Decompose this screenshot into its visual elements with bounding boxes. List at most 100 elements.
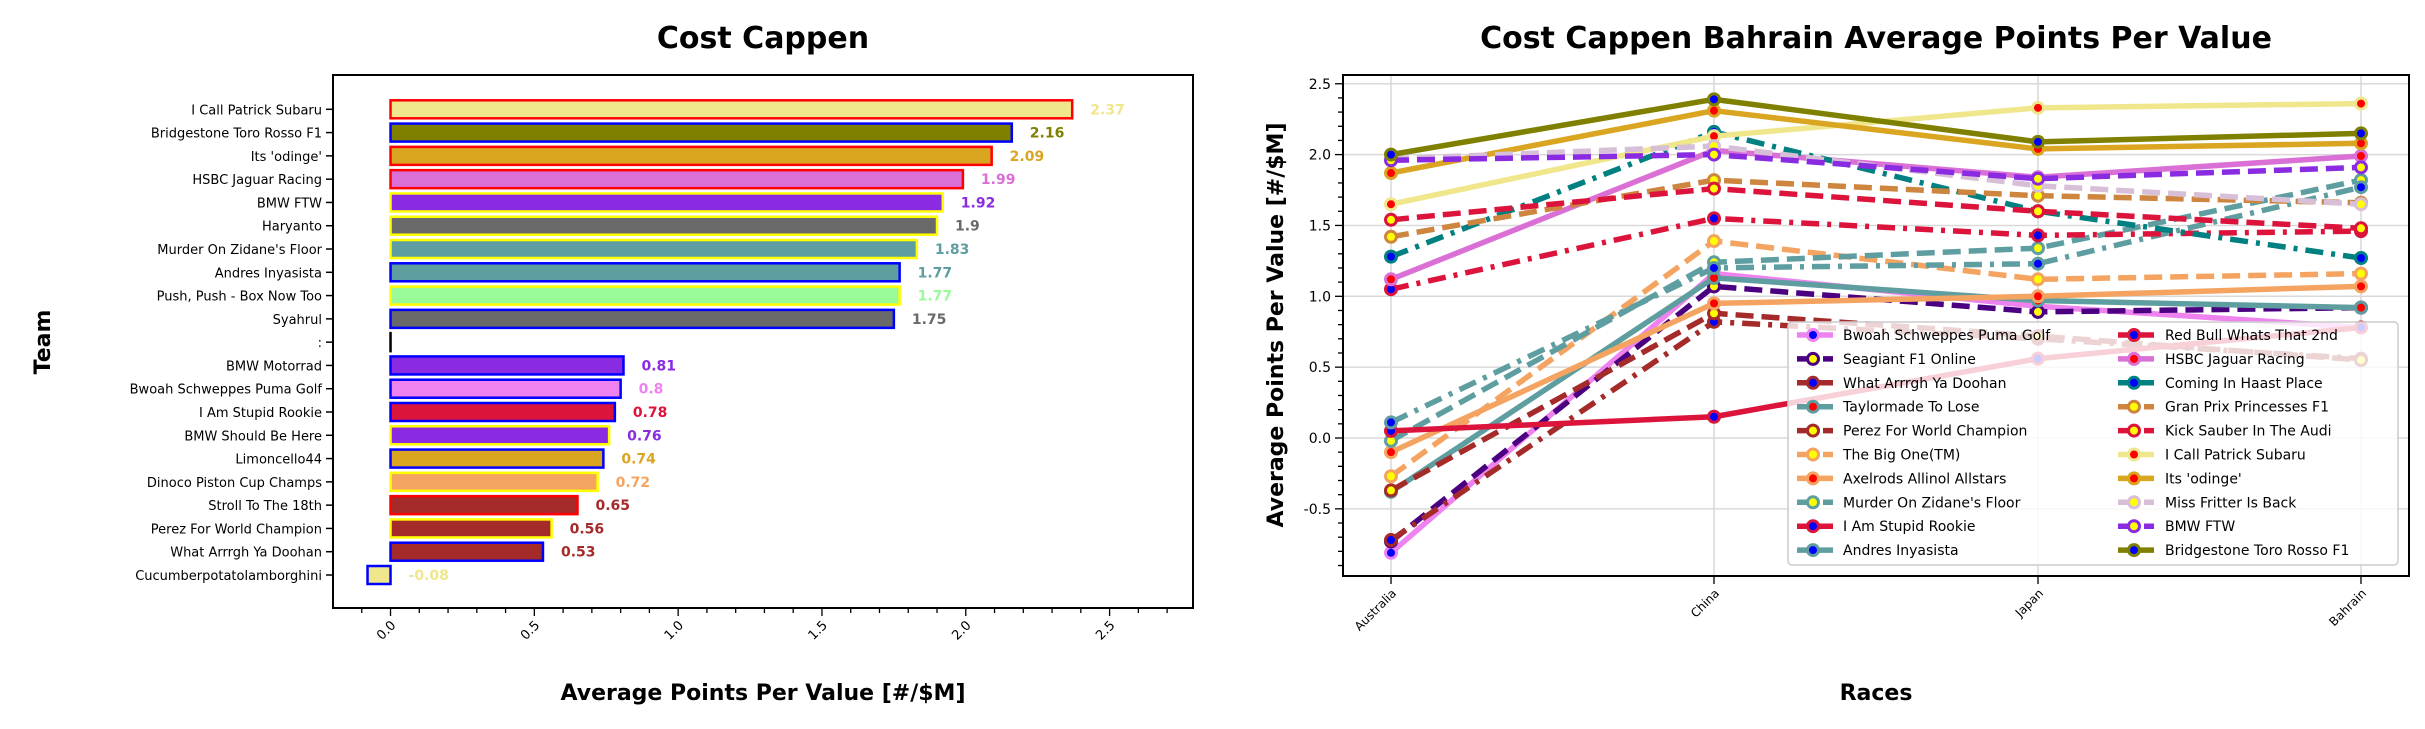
y-tick-label: 2.5 (1309, 77, 1331, 93)
data-point (2356, 223, 2367, 234)
bar (391, 403, 615, 421)
legend-label: BMW FTW (2165, 519, 2235, 535)
legend-marker (1808, 473, 1819, 484)
data-point (2033, 258, 2044, 269)
line-chart-title: Cost Cappen Bahrain Average Points Per V… (1480, 21, 2272, 56)
data-point (2033, 173, 2044, 184)
data-point (1386, 274, 1397, 285)
y-tick-label: 1.0 (1309, 289, 1331, 305)
legend-label: The Big One(TM) (1842, 448, 1960, 464)
y-tick-label: -0.5 (1304, 502, 1331, 518)
bar (391, 124, 1012, 142)
bar (391, 170, 963, 188)
legend-label: What Arrrgh Ya Doohan (1843, 376, 2006, 392)
value-label: 1.83 (935, 242, 970, 258)
legend-label: Its 'odinge' (2165, 471, 2242, 487)
data-point (1386, 231, 1397, 242)
y-tick-label: Syahrul (273, 313, 322, 328)
legend-marker (2129, 545, 2140, 556)
data-point (1709, 236, 1720, 247)
legend-label: I Am Stupid Rookie (1843, 519, 1975, 535)
value-label: 1.77 (918, 265, 953, 281)
value-label: 1.99 (981, 172, 1016, 188)
y-tick-label: 0.5 (1309, 360, 1331, 376)
y-tick-label: BMW FTW (257, 196, 322, 211)
value-label: 0.78 (633, 405, 668, 421)
data-point (2033, 243, 2044, 254)
legend-label: Seagiant F1 Online (1843, 352, 1976, 368)
x-tick-label: 2.0 (949, 618, 974, 643)
legend-marker (2129, 401, 2140, 412)
data-point (2033, 306, 2044, 317)
bar (391, 217, 937, 235)
value-label: 0.8 (639, 382, 664, 398)
data-point (1709, 94, 1720, 105)
y-tick-label: Limoncello44 (235, 453, 322, 468)
y-tick-label: 1.5 (1309, 218, 1331, 234)
data-point (1709, 149, 1720, 160)
data-point (2356, 182, 2367, 193)
legend-marker (1808, 425, 1819, 436)
data-point (2356, 151, 2367, 162)
data-point (1709, 298, 1720, 309)
bar (368, 566, 391, 584)
data-point (1709, 213, 1720, 224)
bar (391, 100, 1073, 118)
value-label: 2.16 (1030, 126, 1065, 142)
legend-label: Kick Sauber In The Audi (2165, 424, 2332, 440)
bar (391, 310, 894, 328)
legend-marker (1808, 521, 1819, 532)
legend-label: Taylormade To Lose (1842, 400, 1979, 416)
y-tick-label: BMW Motorrad (226, 359, 322, 374)
legend-marker (2129, 425, 2140, 436)
legend-marker (2129, 497, 2140, 508)
bar (391, 426, 610, 444)
legend-marker (1808, 377, 1819, 388)
bar (391, 240, 917, 258)
x-tick-label: 0.0 (374, 618, 399, 643)
data-point (1386, 535, 1397, 546)
value-label: 1.75 (912, 312, 947, 328)
y-tick-label: Dinoco Piston Cup Champs (147, 476, 322, 491)
x-tick-label: Bahrain (2326, 586, 2369, 629)
data-point (2356, 199, 2367, 210)
line-chart-bahrain: Cost Cappen Bahrain Average Points Per V… (1264, 21, 2409, 706)
y-tick-label: I Call Patrick Subaru (191, 103, 322, 118)
data-point (1709, 411, 1720, 422)
y-tick-label: Push, Push - Box Now Too (157, 290, 322, 305)
value-label: 1.9 (955, 219, 980, 235)
data-point (2356, 162, 2367, 173)
y-tick-label: Andres Inyasista (215, 266, 322, 281)
data-point (1386, 485, 1397, 496)
x-tick-label: 0.5 (518, 618, 543, 643)
data-point (1386, 417, 1397, 428)
bar-chart-xlabel: Average Points Per Value [#/$M] (560, 681, 965, 706)
bar-chart-cost-cappen: Cost Cappen Average Points Per Value [#/… (31, 21, 1193, 706)
legend-marker (1808, 330, 1819, 341)
legend-label: Perez For World Champion (1843, 424, 2027, 440)
legend-marker (1808, 545, 1819, 556)
legend-marker (1808, 401, 1819, 412)
value-label: 0.74 (621, 452, 656, 468)
data-point (1709, 105, 1720, 116)
line-chart-xlabel: Races (1840, 681, 1913, 706)
value-label: 0.53 (561, 545, 596, 561)
legend-marker (2129, 521, 2140, 532)
y-tick-label: Bridgestone Toro Rosso F1 (151, 127, 322, 142)
legend-marker (2129, 330, 2140, 341)
bar (391, 147, 992, 165)
bar (391, 496, 578, 514)
legend-label: Axelrods Allinol Allstars (1843, 471, 2006, 487)
x-tick-label: 1.0 (662, 618, 687, 643)
value-label: -0.08 (409, 568, 449, 584)
data-point (1386, 199, 1397, 210)
value-label: 0.65 (595, 498, 630, 514)
value-label: 2.37 (1090, 102, 1125, 118)
data-point (2356, 98, 2367, 109)
bar (391, 519, 552, 537)
data-point (2356, 253, 2367, 264)
value-label: 1.77 (918, 289, 953, 305)
data-point (2033, 291, 2044, 302)
